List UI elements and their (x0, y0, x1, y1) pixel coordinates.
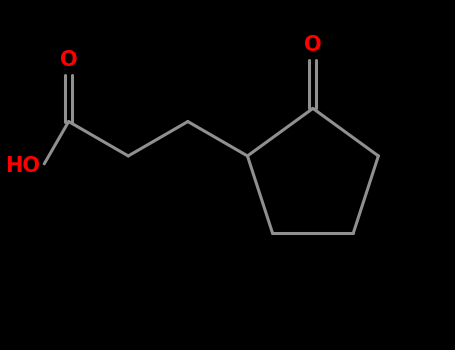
Text: O: O (60, 50, 77, 70)
Text: HO: HO (5, 156, 40, 176)
Text: O: O (304, 35, 322, 55)
